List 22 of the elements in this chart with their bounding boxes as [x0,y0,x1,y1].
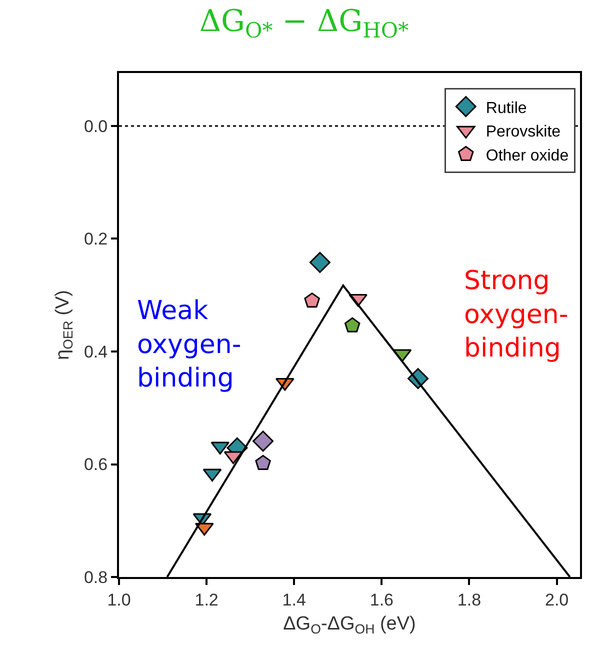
x-tick-label: 1.4 [282,590,306,610]
y-tick-label: 0.2 [84,230,108,249]
legend-label: Other oxide [486,147,569,164]
x-tick-label: 1.0 [107,590,131,610]
x-tick-label: 2.0 [544,590,569,610]
x-tick-label: 1.8 [457,590,482,610]
chart-title: ΔG$_{O*}$ − ΔG$_{HO*}$ [199,4,410,42]
annotation: Weak oxygen- binding [137,296,242,394]
point [304,292,320,308]
x-tick-label: 1.2 [194,590,218,610]
legend-label: Perovskite [486,124,561,141]
point [309,252,330,273]
x-axis-title: ΔG$_{O}$-ΔG$_{OH}$ (eV) [283,614,416,637]
y-tick-label: 0.8 [84,568,108,587]
legend-label: Rutile [486,100,527,117]
y-tick-label: 0.0 [84,116,108,136]
x-tick-label: 1.6 [370,590,394,610]
annotation: Strong oxygen- binding [464,266,568,364]
point [344,317,360,332]
point [252,430,274,452]
y-tick-label: 0.6 [84,455,108,474]
y-tick-label: 0.4 [84,342,108,362]
